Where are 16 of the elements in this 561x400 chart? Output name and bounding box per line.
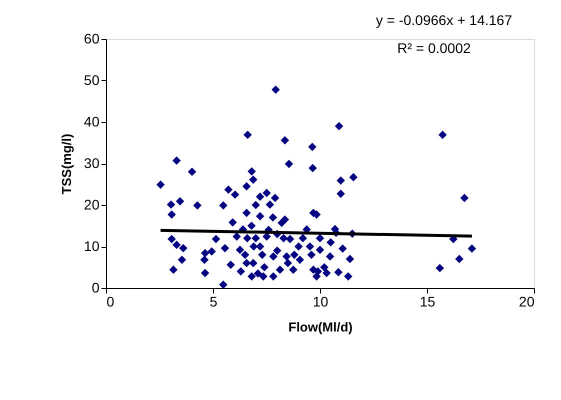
x-tick-label: 0: [106, 294, 114, 310]
y-axis-title: TSS(mg/l): [58, 134, 74, 194]
y-tick-label: 30: [84, 155, 100, 171]
y-tick-label: 20: [84, 196, 100, 212]
x-tick-label: 5: [210, 294, 218, 310]
x-axis-title: Flow(Ml/d): [288, 320, 353, 334]
x-tick-label: 20: [518, 294, 535, 310]
y-tick-label: 60: [84, 30, 100, 46]
y-tick-label: 40: [84, 114, 100, 130]
text: y = -0.0966x + 14.167: [376, 12, 512, 28]
x-tick-label: 15: [420, 294, 436, 310]
annotation: R² = 0.0002: [397, 40, 471, 56]
y-tick-label: 10: [84, 238, 100, 254]
x-tick-label: 10: [312, 294, 328, 310]
y-tick-label: 0: [92, 280, 100, 296]
y-tick-label: 50: [84, 72, 100, 88]
